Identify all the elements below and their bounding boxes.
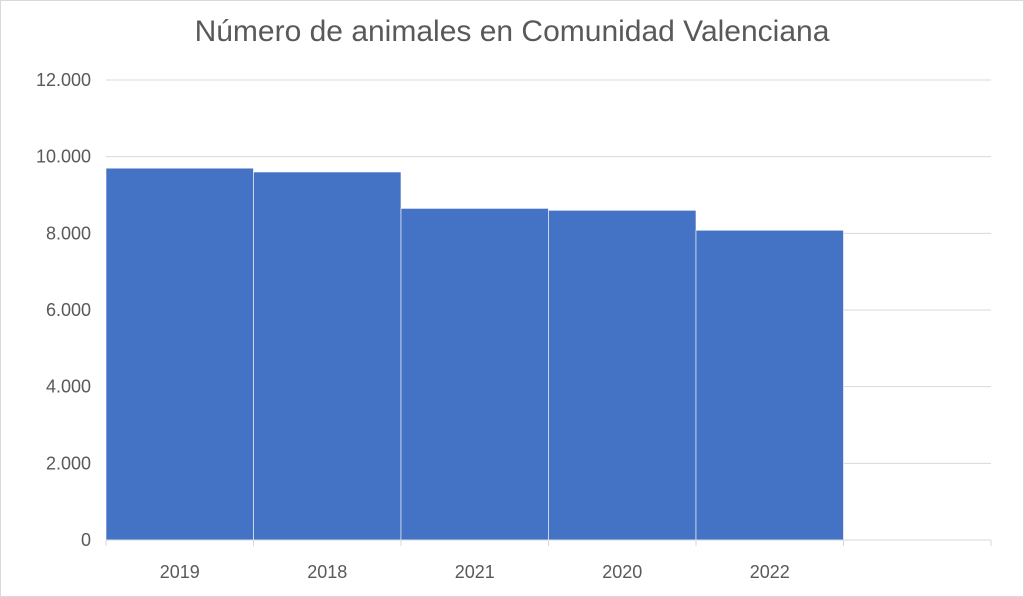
x-tick-label: 2022: [750, 562, 790, 582]
y-tick-label: 10.000: [36, 147, 91, 167]
y-tick-label: 6.000: [46, 300, 91, 320]
y-tick-label: 2.000: [46, 453, 91, 473]
bar: [400, 208, 549, 541]
y-tick-label: 8.000: [46, 223, 91, 243]
x-tick-label: 2019: [160, 562, 200, 582]
bar: [695, 229, 844, 541]
chart-title: Número de animales en Comunidad Valencia…: [194, 15, 830, 48]
bar: [105, 167, 254, 541]
x-tick-label: 2020: [602, 562, 642, 582]
y-tick-label: 12.000: [36, 70, 91, 90]
y-tick-label: 0: [81, 530, 91, 550]
x-tick-label: 2018: [307, 562, 347, 582]
y-tick-label: 4.000: [46, 377, 91, 397]
bar: [548, 210, 697, 541]
bar: [253, 171, 402, 541]
x-tick-label: 2021: [455, 562, 495, 582]
